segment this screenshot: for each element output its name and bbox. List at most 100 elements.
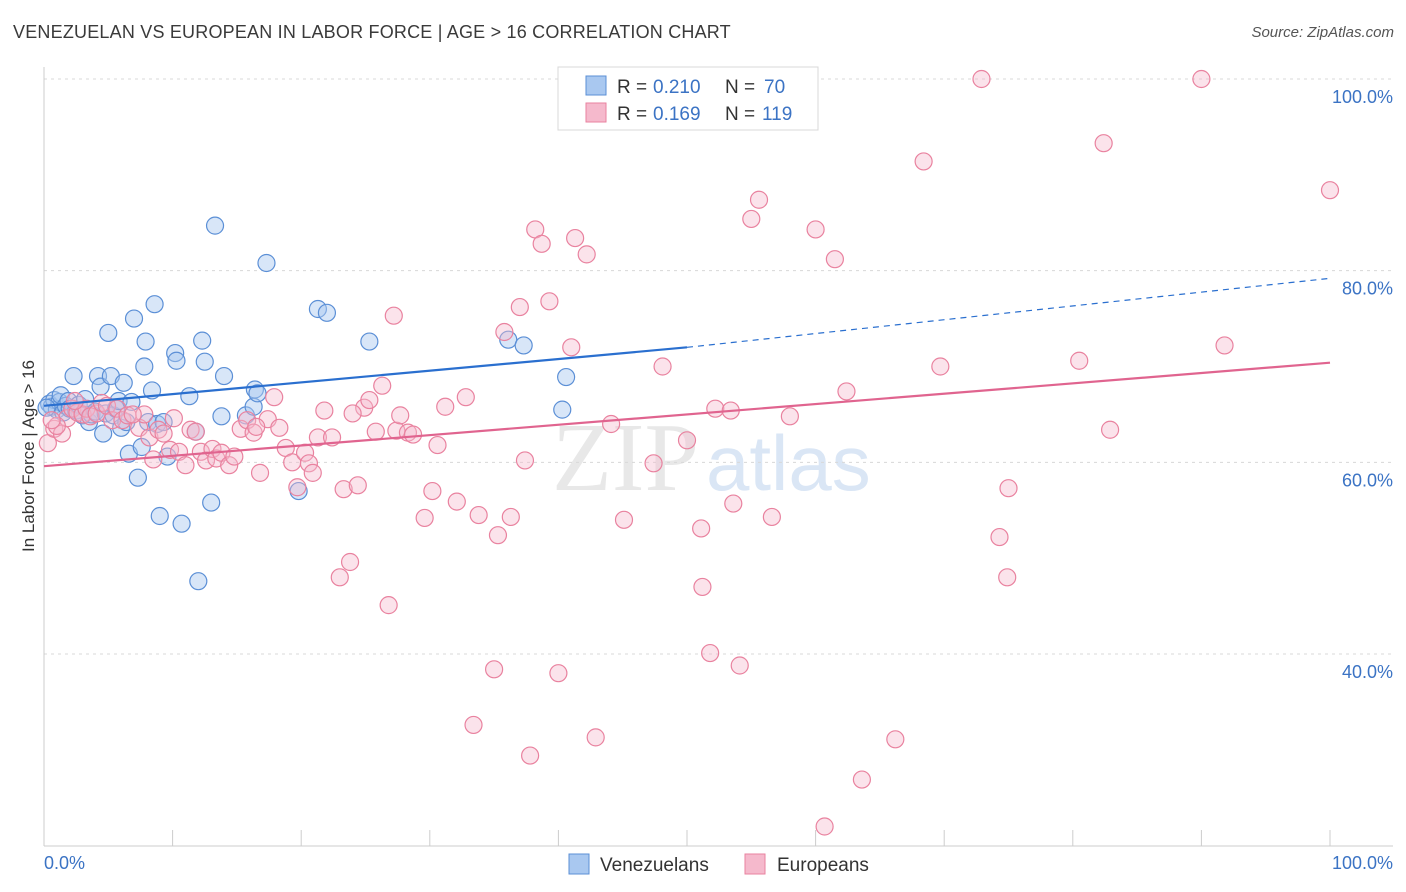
- european-point-108: [852, 770, 871, 789]
- x-tick-label-max: 100.0%: [1332, 853, 1393, 873]
- european-point-100: [742, 209, 761, 229]
- european-point-68: [436, 397, 455, 416]
- european-point-121: [1320, 181, 1340, 200]
- y-tick-labels: 40.0% 60.0% 80.0% 100.0%: [1332, 87, 1393, 682]
- venezuelan-point-51: [195, 352, 214, 371]
- european-point-46: [299, 454, 319, 473]
- european-point-76: [501, 507, 520, 527]
- european-point-91: [653, 357, 672, 376]
- european-point-41: [270, 418, 289, 437]
- legend-swatch-europeans: [585, 102, 607, 123]
- european-point-113: [990, 527, 1009, 547]
- bottom-legend-swatch-europeans: [744, 853, 766, 875]
- european-point-126: [343, 404, 362, 423]
- european-point-119: [1192, 69, 1211, 89]
- european-point-102: [762, 507, 781, 527]
- legend-n-value-europeans: 119: [762, 104, 792, 125]
- venezuelan-point-53: [205, 216, 225, 235]
- european-point-54: [348, 476, 367, 495]
- european-point-109: [886, 730, 905, 749]
- venezuelan-point-52: [202, 493, 221, 512]
- venezuelan-point-33: [128, 468, 147, 487]
- european-point-74: [488, 526, 508, 545]
- european-point-124: [123, 405, 142, 424]
- european-point-114: [998, 568, 1017, 587]
- legend-r-value-europeans: 0.169: [653, 104, 701, 125]
- europeans-trend-line: [43, 361, 1331, 468]
- x-ticks: [172, 830, 1331, 846]
- venezuelan-point-41: [150, 506, 169, 526]
- x-tick-label-min: 0.0%: [44, 853, 85, 873]
- venezuelan-point-62: [308, 299, 328, 319]
- venezuelan-point-45: [167, 351, 186, 370]
- european-point-60: [384, 306, 403, 325]
- y-tick-label-40: 40.0%: [1342, 662, 1393, 682]
- european-point-27: [186, 422, 205, 441]
- european-point-94: [693, 577, 712, 597]
- venezuelan-point-22: [99, 323, 118, 343]
- y-tick-label-100: 100.0%: [1332, 87, 1393, 107]
- european-point-67: [428, 435, 447, 455]
- legend-swatch-venezuelans: [585, 75, 607, 96]
- european-point-117: [1094, 134, 1113, 153]
- venezuelan-point-18: [88, 366, 108, 386]
- venezuelan-point-60: [257, 253, 276, 273]
- european-point-99: [730, 656, 749, 675]
- european-point-104: [806, 220, 825, 239]
- european-point-21: [154, 424, 173, 443]
- european-point-65: [415, 508, 434, 528]
- european-point-96: [706, 399, 725, 418]
- european-point-69: [447, 492, 466, 511]
- venezuelan-point-66: [514, 336, 533, 355]
- legend-r-label-venezuelans: R =: [617, 77, 652, 98]
- y-axis-title: In Labor Force | Age > 16: [19, 360, 38, 552]
- venezuelan-point-55: [214, 366, 234, 386]
- european-point-101: [749, 190, 769, 209]
- european-point-59: [379, 596, 398, 615]
- european-point-44: [288, 478, 307, 497]
- venezuelan-point-49: [189, 572, 208, 591]
- european-point-73: [485, 660, 504, 679]
- european-point-48: [308, 428, 328, 447]
- european-point-112: [972, 69, 991, 89]
- watermark-zip: ZIP: [552, 404, 699, 512]
- european-point-110: [914, 152, 933, 171]
- venezuelan-point-47: [180, 387, 199, 406]
- european-point-52: [334, 480, 353, 499]
- european-point-118: [1100, 420, 1120, 439]
- y-tick-label-60: 60.0%: [1342, 470, 1393, 490]
- european-point-58: [373, 376, 392, 395]
- european-point-115: [999, 479, 1018, 498]
- european-point-40: [265, 388, 284, 407]
- venezuelans-trend-extension: [686, 277, 1331, 348]
- y-tick-label-80: 80.0%: [1342, 279, 1393, 299]
- venezuelan-point-35: [135, 357, 154, 376]
- european-point-111: [931, 357, 950, 376]
- european-point-105: [815, 817, 834, 836]
- european-point-75: [495, 322, 514, 342]
- venezuelan-point-50: [193, 331, 212, 350]
- venezuelan-point-63: [317, 303, 337, 322]
- european-point-19: [144, 450, 163, 469]
- european-point-89: [614, 510, 634, 529]
- european-point-81: [532, 234, 551, 253]
- european-point-90: [644, 454, 663, 473]
- european-point-82: [540, 292, 559, 311]
- axes: [43, 67, 1393, 847]
- european-point-49: [315, 401, 334, 420]
- venezuelan-point-54: [212, 407, 231, 426]
- bottom-legend-label-venezuelans: Venezuelans: [600, 855, 709, 876]
- european-point-34: [225, 447, 244, 466]
- legend-r-value-venezuelans: 0.210: [653, 77, 701, 98]
- legend-r-label-europeans: R =: [617, 104, 652, 125]
- european-point-9: [87, 404, 106, 423]
- european-point-123: [65, 391, 84, 411]
- european-point-87: [586, 728, 605, 747]
- watermark-atlas: atlas: [706, 419, 871, 507]
- venezuelan-point-64: [360, 332, 379, 351]
- european-point-47: [303, 463, 322, 482]
- bottom-legend-label-europeans: Europeans: [777, 855, 869, 876]
- european-point-25: [176, 456, 195, 475]
- european-point-79: [521, 746, 540, 765]
